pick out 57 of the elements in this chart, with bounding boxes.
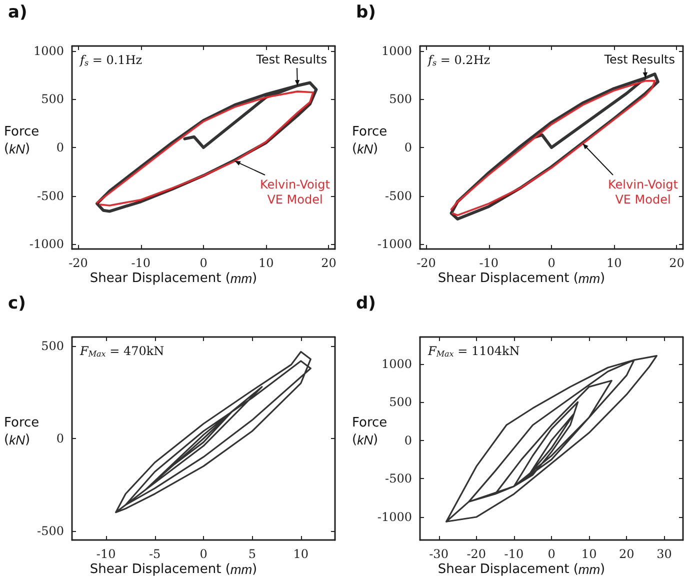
y-tick-label: 1000 <box>381 44 412 58</box>
x-tick-label: 10 <box>293 547 309 561</box>
y-tick-label: 0 <box>56 432 64 446</box>
y-tick-label: -1000 <box>29 237 64 252</box>
x-tick-label: 20 <box>669 256 684 270</box>
text: Kelvin-Voigt VE Model <box>608 178 678 206</box>
y-tick-label: -500 <box>37 524 64 538</box>
x-tick-label: 10 <box>258 256 274 270</box>
x-axis-title: Shear Displacement (mm) <box>438 271 606 286</box>
chart-title: b) <box>356 2 376 22</box>
series-label: Test Results <box>255 52 327 66</box>
x-tick-label: 0 <box>200 547 208 561</box>
chart-title: c) <box>8 294 26 314</box>
chart-title: d) <box>356 294 376 314</box>
y-tick-label: 500 <box>41 339 64 354</box>
x-tick-label: 20 <box>321 256 336 270</box>
x-axis-title: Shear Displacement (mm) <box>90 271 258 286</box>
y-tick-label: 1000 <box>381 356 412 371</box>
y-tick-label: 500 <box>389 92 412 106</box>
x-tick-label: -30 <box>429 547 448 561</box>
x-tick-label: 0 <box>200 256 208 270</box>
x-tick-label: -10 <box>96 547 116 561</box>
line-series <box>446 355 658 522</box>
y-tick-label: -500 <box>37 188 64 203</box>
x-tick-label: -20 <box>68 256 88 270</box>
x-tick-label: 0 <box>548 256 556 270</box>
x-tick-label: 30 <box>656 547 672 561</box>
x-tick-label: 0 <box>548 547 556 561</box>
x-tick-label: -20 <box>466 547 486 561</box>
chart-title: a) <box>8 2 28 22</box>
y-tick-label: -1000 <box>377 510 412 524</box>
y-axis-title: Force (kN) <box>4 124 40 156</box>
x-axis-title: Shear Displacement (mm) <box>438 562 606 577</box>
x-axis-title: Shear Displacement (mm) <box>90 562 258 577</box>
x-tick-label: -5 <box>148 547 161 561</box>
x-tick-label: 5 <box>248 547 256 561</box>
x-tick-label: 20 <box>619 547 634 561</box>
x-tick-label: -10 <box>131 256 151 270</box>
y-tick-label: 1000 <box>33 44 64 58</box>
x-tick-label: 10 <box>606 256 622 270</box>
y-axis-title: Force (kN) <box>352 416 388 448</box>
x-tick-label: -10 <box>479 256 499 270</box>
y-axis-title: Force (kN) <box>4 416 40 448</box>
y-tick-label: 0 <box>404 140 412 154</box>
y-tick-label: -500 <box>385 472 412 486</box>
y-tick-label: 500 <box>41 92 64 106</box>
y-tick-label: -1000 <box>377 237 412 252</box>
y-tick-label: -500 <box>385 188 412 203</box>
text: Kelvin-Voigt VE Model <box>260 178 330 206</box>
x-tick-label: -20 <box>416 256 436 270</box>
x-tick-label: 10 <box>581 547 597 561</box>
x-tick-label: -10 <box>504 547 524 561</box>
y-tick-label: 0 <box>56 140 64 154</box>
y-axis-title: Force (kN) <box>352 124 388 156</box>
series-label: Test Results <box>603 52 675 66</box>
y-tick-label: 0 <box>404 433 412 448</box>
y-tick-label: 500 <box>389 395 412 410</box>
